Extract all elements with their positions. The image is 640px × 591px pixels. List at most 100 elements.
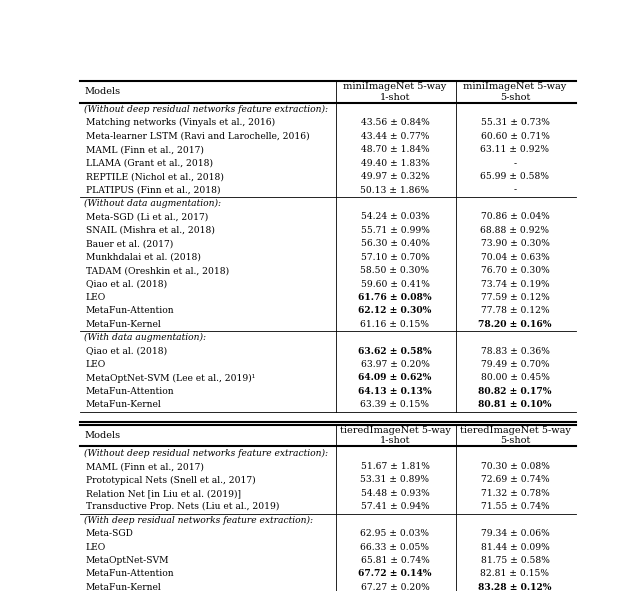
- Text: (Without deep residual networks feature extraction):: (Without deep residual networks feature …: [84, 449, 328, 457]
- Text: (With deep residual networks feature extraction):: (With deep residual networks feature ext…: [84, 516, 313, 525]
- Text: Models: Models: [84, 431, 120, 440]
- Text: MetaFun-Attention: MetaFun-Attention: [86, 306, 175, 316]
- Text: 63.62 ± 0.58%: 63.62 ± 0.58%: [358, 347, 432, 356]
- Text: 53.31 ± 0.89%: 53.31 ± 0.89%: [360, 476, 429, 485]
- Text: 68.88 ± 0.92%: 68.88 ± 0.92%: [481, 226, 550, 235]
- Text: Qiao et al. (2018): Qiao et al. (2018): [86, 280, 167, 288]
- Text: 64.13 ± 0.13%: 64.13 ± 0.13%: [358, 387, 432, 396]
- Text: TADAM (Oreshkin et al., 2018): TADAM (Oreshkin et al., 2018): [86, 266, 229, 275]
- Text: 66.33 ± 0.05%: 66.33 ± 0.05%: [360, 543, 429, 551]
- Text: 82.81 ± 0.15%: 82.81 ± 0.15%: [481, 570, 550, 579]
- Text: 81.44 ± 0.09%: 81.44 ± 0.09%: [481, 543, 549, 551]
- Text: LEO: LEO: [86, 543, 106, 551]
- Text: MetaFun-Kernel: MetaFun-Kernel: [86, 320, 162, 329]
- Text: SNAIL (Mishra et al., 2018): SNAIL (Mishra et al., 2018): [86, 226, 215, 235]
- Text: MetaFun-Kernel: MetaFun-Kernel: [86, 400, 162, 410]
- Text: miniImageNet 5-way: miniImageNet 5-way: [463, 82, 566, 91]
- Text: (Without deep residual networks feature extraction):: (Without deep residual networks feature …: [84, 105, 328, 114]
- Text: 48.70 ± 1.84%: 48.70 ± 1.84%: [361, 145, 429, 154]
- Text: Transductive Prop. Nets (Liu et al., 2019): Transductive Prop. Nets (Liu et al., 201…: [86, 502, 279, 511]
- Text: 55.31 ± 0.73%: 55.31 ± 0.73%: [481, 118, 549, 128]
- Text: 57.41 ± 0.94%: 57.41 ± 0.94%: [361, 502, 429, 511]
- Text: MetaFun-Attention: MetaFun-Attention: [86, 570, 175, 579]
- Text: Models: Models: [84, 87, 120, 96]
- Text: 59.60 ± 0.41%: 59.60 ± 0.41%: [360, 280, 429, 288]
- Text: PLATIPUS (Finn et al., 2018): PLATIPUS (Finn et al., 2018): [86, 186, 220, 194]
- Text: miniImageNet 5-way: miniImageNet 5-way: [343, 82, 447, 91]
- Text: 62.95 ± 0.03%: 62.95 ± 0.03%: [360, 529, 429, 538]
- Text: 49.40 ± 1.83%: 49.40 ± 1.83%: [360, 159, 429, 168]
- Text: 64.09 ± 0.62%: 64.09 ± 0.62%: [358, 374, 431, 382]
- Text: 79.34 ± 0.06%: 79.34 ± 0.06%: [481, 529, 549, 538]
- Text: LLAMA (Grant et al., 2018): LLAMA (Grant et al., 2018): [86, 159, 213, 168]
- Text: -: -: [513, 186, 516, 194]
- Text: 67.72 ± 0.14%: 67.72 ± 0.14%: [358, 570, 432, 579]
- Text: 76.70 ± 0.30%: 76.70 ± 0.30%: [481, 266, 549, 275]
- Text: 54.24 ± 0.03%: 54.24 ± 0.03%: [360, 212, 429, 222]
- Text: 60.60 ± 0.71%: 60.60 ± 0.71%: [481, 132, 549, 141]
- Text: MetaOptNet-SVM (Lee et al., 2019)¹: MetaOptNet-SVM (Lee et al., 2019)¹: [86, 374, 255, 382]
- Text: LEO: LEO: [86, 293, 106, 302]
- Text: 61.76 ± 0.08%: 61.76 ± 0.08%: [358, 293, 432, 302]
- Text: tieredImageNet 5-way: tieredImageNet 5-way: [340, 426, 451, 434]
- Text: 55.71 ± 0.99%: 55.71 ± 0.99%: [360, 226, 429, 235]
- Text: 71.55 ± 0.74%: 71.55 ± 0.74%: [481, 502, 549, 511]
- Text: MetaFun-Kernel: MetaFun-Kernel: [86, 583, 162, 591]
- Text: MAML (Finn et al., 2017): MAML (Finn et al., 2017): [86, 462, 204, 471]
- Text: MetaFun-Attention: MetaFun-Attention: [86, 387, 175, 396]
- Text: 56.30 ± 0.40%: 56.30 ± 0.40%: [360, 239, 429, 248]
- Text: 67.27 ± 0.20%: 67.27 ± 0.20%: [360, 583, 429, 591]
- Text: 63.97 ± 0.20%: 63.97 ± 0.20%: [360, 360, 429, 369]
- Text: Bauer et al. (2017): Bauer et al. (2017): [86, 239, 173, 248]
- Text: 50.13 ± 1.86%: 50.13 ± 1.86%: [360, 186, 429, 194]
- Text: Meta-SGD: Meta-SGD: [86, 529, 134, 538]
- Text: 71.32 ± 0.78%: 71.32 ± 0.78%: [481, 489, 549, 498]
- Text: 63.11 ± 0.92%: 63.11 ± 0.92%: [481, 145, 550, 154]
- Text: 80.82 ± 0.17%: 80.82 ± 0.17%: [478, 387, 552, 396]
- Text: 70.30 ± 0.08%: 70.30 ± 0.08%: [481, 462, 549, 471]
- Text: Meta-SGD (Li et al., 2017): Meta-SGD (Li et al., 2017): [86, 212, 208, 222]
- Text: 51.67 ± 1.81%: 51.67 ± 1.81%: [360, 462, 429, 471]
- Text: 49.97 ± 0.32%: 49.97 ± 0.32%: [360, 172, 429, 181]
- Text: Prototypical Nets (Snell et al., 2017): Prototypical Nets (Snell et al., 2017): [86, 475, 255, 485]
- Text: 70.86 ± 0.04%: 70.86 ± 0.04%: [481, 212, 549, 222]
- Text: 65.81 ± 0.74%: 65.81 ± 0.74%: [360, 556, 429, 565]
- Text: 72.69 ± 0.74%: 72.69 ± 0.74%: [481, 476, 549, 485]
- Text: 54.48 ± 0.93%: 54.48 ± 0.93%: [360, 489, 429, 498]
- Text: 73.74 ± 0.19%: 73.74 ± 0.19%: [481, 280, 549, 288]
- Text: Munkhdalai et al. (2018): Munkhdalai et al. (2018): [86, 253, 201, 262]
- Text: 43.44 ± 0.77%: 43.44 ± 0.77%: [361, 132, 429, 141]
- Text: 78.83 ± 0.36%: 78.83 ± 0.36%: [481, 347, 549, 356]
- Text: tieredImageNet 5-way: tieredImageNet 5-way: [460, 426, 570, 434]
- Text: Meta-learner LSTM (Ravi and Larochelle, 2016): Meta-learner LSTM (Ravi and Larochelle, …: [86, 132, 310, 141]
- Text: REPTILE (Nichol et al., 2018): REPTILE (Nichol et al., 2018): [86, 172, 224, 181]
- Text: 65.99 ± 0.58%: 65.99 ± 0.58%: [481, 172, 550, 181]
- Text: 78.20 ± 0.16%: 78.20 ± 0.16%: [478, 320, 552, 329]
- Text: (Without data augmentation):: (Without data augmentation):: [84, 199, 221, 208]
- Text: 77.59 ± 0.12%: 77.59 ± 0.12%: [481, 293, 549, 302]
- Text: -: -: [513, 159, 516, 168]
- Text: 61.16 ± 0.15%: 61.16 ± 0.15%: [360, 320, 429, 329]
- Text: (With data augmentation):: (With data augmentation):: [84, 333, 206, 342]
- Text: 62.12 ± 0.30%: 62.12 ± 0.30%: [358, 306, 431, 316]
- Text: MAML (Finn et al., 2017): MAML (Finn et al., 2017): [86, 145, 204, 154]
- Text: 1-shot: 1-shot: [380, 93, 410, 102]
- Text: 81.75 ± 0.58%: 81.75 ± 0.58%: [481, 556, 549, 565]
- Text: 80.81 ± 0.10%: 80.81 ± 0.10%: [478, 400, 552, 410]
- Text: 63.39 ± 0.15%: 63.39 ± 0.15%: [360, 400, 429, 410]
- Text: 70.04 ± 0.63%: 70.04 ± 0.63%: [481, 253, 549, 262]
- Text: 1-shot: 1-shot: [380, 436, 410, 446]
- Text: MetaOptNet-SVM: MetaOptNet-SVM: [86, 556, 170, 565]
- Text: 5-shot: 5-shot: [500, 436, 530, 446]
- Text: 5-shot: 5-shot: [500, 93, 530, 102]
- Text: 77.78 ± 0.12%: 77.78 ± 0.12%: [481, 306, 549, 316]
- Text: 57.10 ± 0.70%: 57.10 ± 0.70%: [360, 253, 429, 262]
- Text: 80.00 ± 0.45%: 80.00 ± 0.45%: [481, 374, 549, 382]
- Text: LEO: LEO: [86, 360, 106, 369]
- Text: Qiao et al. (2018): Qiao et al. (2018): [86, 347, 167, 356]
- Text: 83.28 ± 0.12%: 83.28 ± 0.12%: [478, 583, 552, 591]
- Text: 73.90 ± 0.30%: 73.90 ± 0.30%: [481, 239, 549, 248]
- Text: 58.50 ± 0.30%: 58.50 ± 0.30%: [360, 266, 429, 275]
- Text: 43.56 ± 0.84%: 43.56 ± 0.84%: [360, 118, 429, 128]
- Text: 79.49 ± 0.70%: 79.49 ± 0.70%: [481, 360, 549, 369]
